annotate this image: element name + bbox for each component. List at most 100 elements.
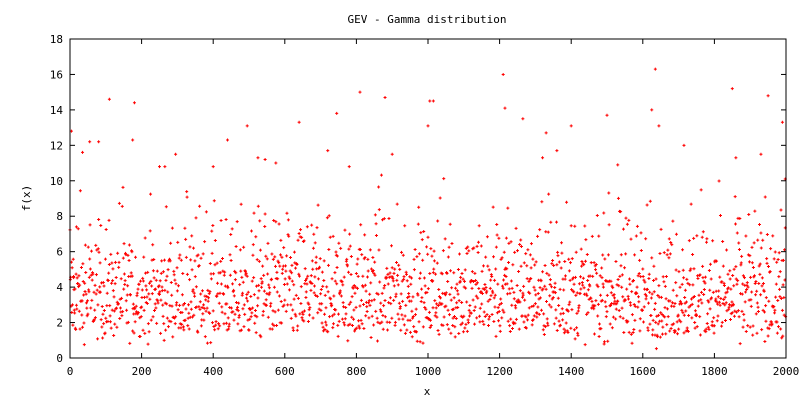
data-point	[165, 302, 169, 306]
data-point	[409, 299, 413, 303]
data-point	[755, 301, 759, 305]
data-point	[664, 332, 668, 336]
data-point	[576, 309, 580, 313]
data-point	[92, 318, 96, 322]
data-point	[233, 278, 237, 282]
data-point	[758, 262, 762, 266]
data-point	[626, 319, 630, 323]
data-point	[456, 305, 460, 309]
data-point	[358, 90, 362, 94]
data-point	[202, 318, 206, 322]
data-point	[352, 308, 356, 312]
data-point	[728, 277, 732, 281]
data-point	[474, 282, 478, 286]
data-point	[444, 293, 448, 297]
data-point	[584, 292, 588, 296]
data-point	[575, 311, 579, 315]
data-point	[105, 304, 109, 308]
data-point	[382, 286, 386, 290]
data-point	[337, 312, 340, 316]
data-point	[358, 248, 362, 252]
data-point	[678, 285, 682, 289]
data-point	[576, 333, 580, 337]
data-point	[629, 332, 633, 336]
data-point	[585, 294, 589, 298]
data-point	[544, 230, 548, 234]
data-point	[509, 240, 513, 244]
data-point	[460, 272, 464, 276]
data-point	[256, 296, 260, 300]
data-point	[696, 276, 700, 280]
data-point	[112, 309, 116, 313]
data-point	[286, 218, 290, 222]
data-point	[252, 276, 256, 280]
data-point	[764, 319, 768, 323]
data-point	[543, 284, 547, 288]
data-point	[450, 242, 454, 246]
data-point	[557, 319, 561, 323]
data-point	[164, 205, 168, 209]
data-point	[356, 274, 360, 278]
data-point	[579, 287, 583, 291]
data-point	[421, 258, 425, 262]
data-point	[148, 229, 152, 233]
data-point	[621, 227, 625, 231]
data-point	[130, 250, 134, 254]
data-point	[454, 286, 458, 290]
data-point	[372, 271, 376, 275]
data-point	[628, 301, 632, 305]
data-point	[728, 269, 732, 273]
data-point	[646, 326, 650, 330]
data-point	[529, 242, 533, 246]
data-point	[494, 245, 498, 249]
data-point	[778, 295, 782, 299]
data-point	[383, 315, 387, 319]
data-point	[428, 326, 432, 330]
data-point	[509, 279, 513, 283]
data-point	[743, 300, 747, 304]
data-point	[446, 308, 450, 312]
data-point	[133, 320, 137, 324]
data-point	[388, 320, 392, 324]
data-point	[508, 324, 512, 328]
data-point	[637, 300, 641, 304]
data-point	[198, 307, 202, 311]
data-point	[276, 308, 280, 312]
data-point	[370, 299, 374, 303]
data-point	[621, 316, 625, 320]
data-point	[625, 287, 629, 291]
data-point	[466, 245, 470, 249]
data-point	[779, 208, 783, 212]
data-point	[778, 287, 782, 291]
data-point	[212, 272, 216, 276]
data-point	[667, 256, 671, 260]
data-point	[775, 320, 779, 324]
data-point	[158, 165, 161, 169]
data-point	[135, 291, 139, 295]
y-tick-label: 18	[50, 33, 63, 46]
data-point	[397, 317, 401, 321]
data-point	[494, 267, 498, 271]
data-point	[393, 267, 397, 271]
data-point	[455, 289, 459, 293]
data-point	[145, 295, 149, 299]
data-point	[722, 297, 726, 301]
data-point	[138, 334, 142, 338]
data-point	[723, 303, 727, 307]
data-point	[536, 291, 540, 295]
data-point	[81, 325, 85, 329]
data-point	[265, 303, 269, 307]
data-point	[285, 254, 289, 258]
data-point	[434, 306, 438, 310]
data-point	[352, 317, 356, 321]
data-point	[489, 278, 493, 282]
data-point	[198, 204, 202, 208]
data-point	[268, 304, 272, 308]
data-point	[218, 324, 222, 328]
data-point	[200, 289, 204, 293]
data-point	[226, 316, 230, 320]
data-point	[554, 308, 558, 312]
data-point	[436, 328, 440, 332]
data-point	[287, 288, 291, 292]
data-point	[183, 318, 187, 322]
